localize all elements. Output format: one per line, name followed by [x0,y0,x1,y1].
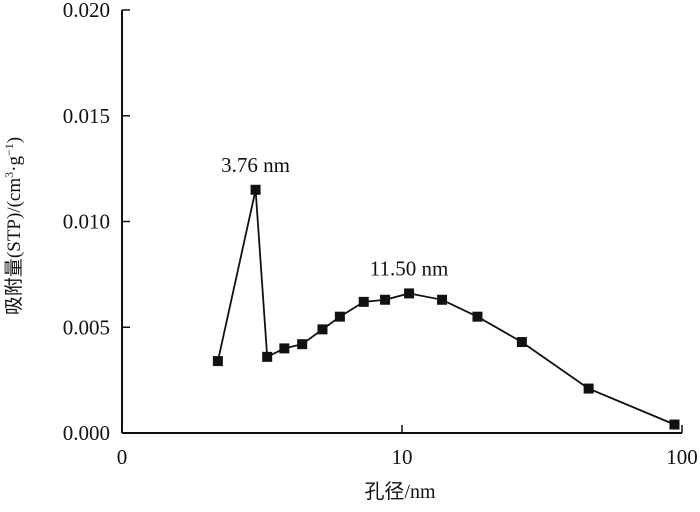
x-tick-label-2: 100 [666,445,698,469]
y-tick-label-2: 0.010 [63,210,110,234]
y-axis-label-sup-3: 3 [2,172,16,178]
axes [121,10,682,434]
peak-annotation-1: 11.50 nm [370,256,449,280]
x-axis-label: 孔径/nm [364,480,436,503]
data-point-14 [669,419,680,430]
y-tick-label-0: 0.000 [63,421,110,445]
data-point-12 [516,337,527,348]
data-point-5 [317,324,328,335]
data-point-3 [279,343,290,354]
y-axis-label-main: 吸附量(STP)/(cm [3,178,25,315]
data-point-4 [297,339,308,350]
ticks: 0.000 0.005 0.010 0.015 0.020 0 10 100 [63,0,698,469]
data-point-8 [380,294,391,305]
y-axis-label-close: ) [4,137,25,143]
data-point-0 [212,356,223,367]
series-line-0 [217,189,675,426]
data-point-9 [404,288,415,299]
y-tick-label-3: 0.015 [63,104,110,128]
data-point-11 [472,311,483,322]
x-tick-label-0: 0 [117,445,128,469]
y-axis-label-mid: ·g [4,156,25,172]
series [212,184,680,430]
data-point-7 [358,296,369,307]
y-axis-label-sup-neg1: −1 [2,143,16,156]
peak-annotation-0: 3.76 nm [221,153,290,177]
y-tick-label-1: 0.005 [63,315,110,339]
data-point-10 [437,294,448,305]
data-point-1 [250,184,261,195]
axis-labels: 孔径/nm 吸附量(STP)/(cm3·g−1) [2,137,436,503]
data-point-2 [262,351,273,362]
data-point-6 [334,311,345,322]
annotations: 3.76 nm 11.50 nm [221,153,448,281]
y-axis-label: 吸附量(STP)/(cm3·g−1) [2,137,25,315]
x-tick-label-1: 10 [392,445,413,469]
y-tick-label-4: 0.020 [63,0,110,22]
data-point-13 [583,383,594,394]
